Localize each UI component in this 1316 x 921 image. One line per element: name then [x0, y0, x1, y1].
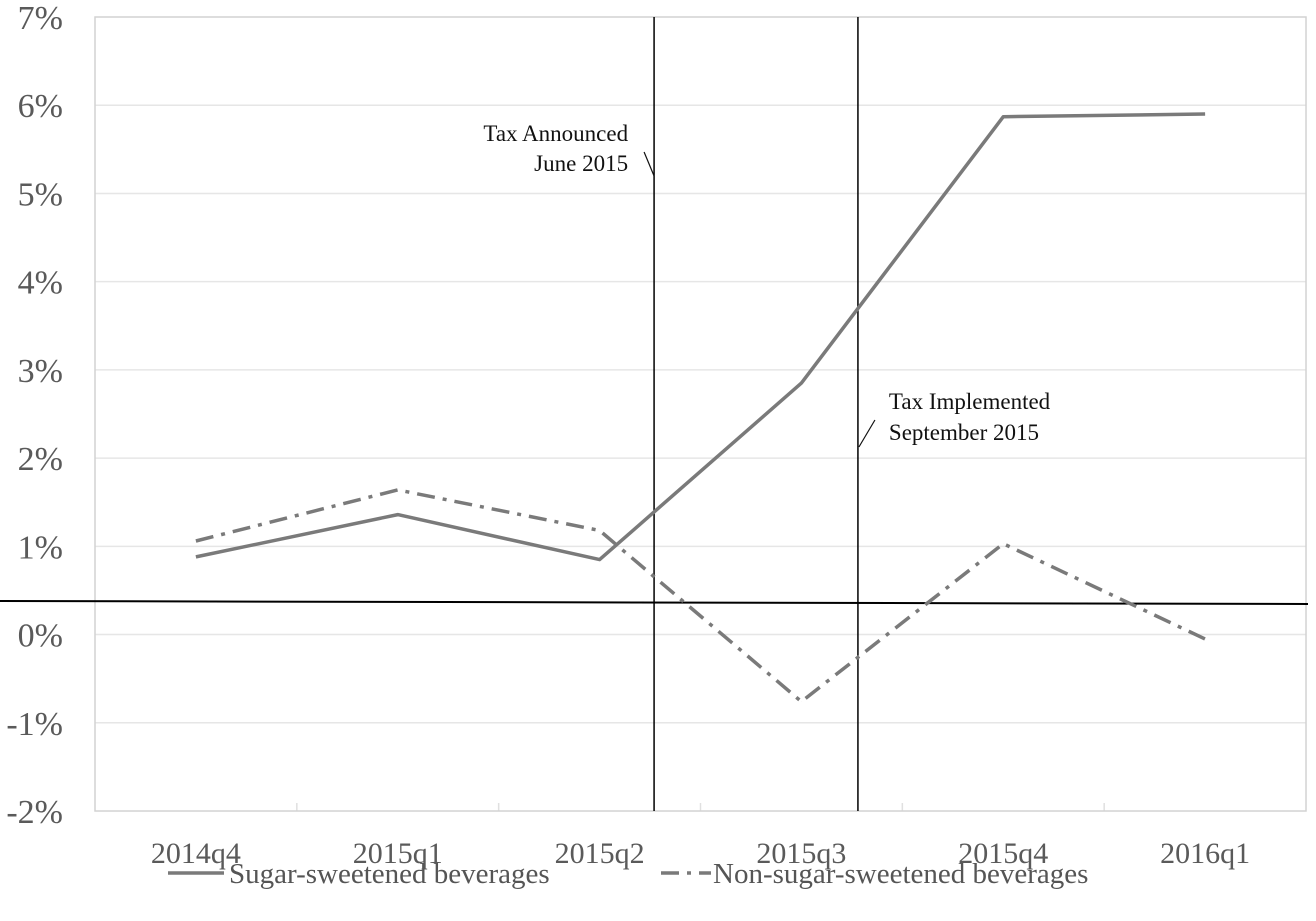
- annotation-1-leader: [858, 419, 876, 448]
- gridlines: [95, 104, 1306, 724]
- x-tick-marks: [296, 803, 1105, 811]
- series-line-0: [195, 112, 1206, 562]
- plot-border: [94, 16, 1307, 812]
- y-tick-label-2: 0%: [18, 618, 63, 655]
- annotation-0-line-1: June 2015: [534, 151, 628, 176]
- series-lines: [195, 112, 1206, 704]
- x-tick-label-4: 2015q4: [958, 837, 1048, 870]
- x-tick-label-1: 2015q1: [353, 837, 443, 870]
- y-tick-label-3: 1%: [18, 529, 63, 566]
- y-tick-label-5: 3%: [18, 353, 63, 390]
- x-tick-label-2: 2015q2: [555, 837, 645, 870]
- reference-lines: [0, 17, 1309, 811]
- annotation-1-line-1: September 2015: [889, 420, 1039, 445]
- annotation-0-line-0: Tax Announced: [483, 121, 628, 146]
- x-tick-label-5: 2016q1: [1160, 837, 1250, 870]
- x-tick-label-3: 2015q3: [756, 837, 846, 870]
- annotation-0-leader: [643, 151, 655, 177]
- y-tick-label-4: 2%: [18, 441, 63, 478]
- y-tick-label-6: 4%: [18, 265, 63, 302]
- legend: Sugar-sweetened beverages Non-sugar-sweet…: [168, 858, 1088, 890]
- legend-label-1: Non-sugar-sweetened beverages: [713, 858, 1088, 890]
- x-tick-labels: 2014q4 2015q1 2015q2 2015q3 2015q4 2016q1: [151, 837, 1250, 870]
- annotations: Tax Announced June 2015 Tax Implemented Sep…: [483, 121, 1051, 448]
- y-tick-label-7: 5%: [18, 176, 63, 213]
- y-tick-labels: -2% -1% 0% 1% 2% 3% 4% 5% 6% 7%: [6, 0, 63, 831]
- legend-label-0: Sugar-sweetened beverages: [229, 858, 550, 890]
- x-tick-label-0: 2014q4: [151, 837, 241, 870]
- plot-frame: [94, 16, 1307, 812]
- y-tick-label-1: -1%: [6, 706, 63, 743]
- annotation-1-line-0: Tax Implemented: [889, 389, 1051, 414]
- y-tick-label-0: -2%: [6, 794, 63, 831]
- y-tick-label-9: 7%: [18, 0, 63, 37]
- series-line-1: [195, 488, 1206, 704]
- y-tick-label-8: 6%: [18, 88, 63, 125]
